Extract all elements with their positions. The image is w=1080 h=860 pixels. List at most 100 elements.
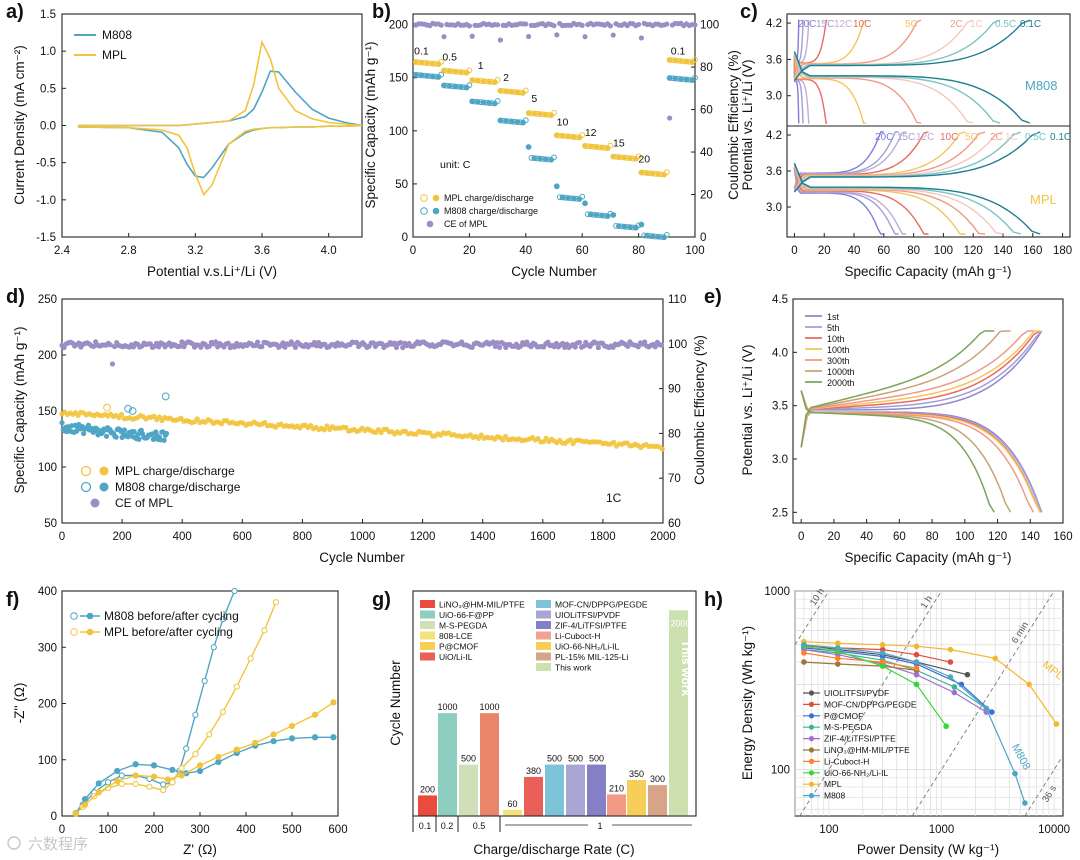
legend-f-m808-open [70, 612, 78, 620]
panel-b-ce-point [438, 22, 444, 28]
panel-g-bar-value: 500 [568, 754, 583, 764]
panel-c-xtick-label: 160 [1023, 245, 1042, 257]
panel-g-legend-swatch [420, 642, 435, 650]
panel-c-xtick-label: 120 [964, 245, 983, 257]
panel-a-xtick-label: 4.0 [321, 245, 337, 257]
panel-d-ce-point [398, 339, 404, 346]
panel-h-series-point [947, 674, 954, 680]
panel-f-point [272, 599, 279, 606]
panel-h-series-point [801, 641, 807, 648]
panel-d-ce-point [225, 340, 231, 346]
panel-a-ytick-label: -0.5 [36, 158, 56, 170]
panel-c-discharge-curve [793, 51, 1031, 124]
panel-c-ticks: 0 20 40 60 80 100 120 140 160 180 3.0 3.6 4.2 3.0 3.6 4… [766, 18, 1072, 257]
panel-b-m808-point [525, 144, 532, 150]
panel-d-ce-point [292, 344, 299, 350]
panel-f-point [233, 746, 240, 753]
panel-d-ytick-label: 50 [44, 518, 57, 530]
panel-d-xtick-label: 600 [233, 531, 252, 543]
panel-g-legend-swatch [420, 610, 435, 619]
panel-b-xlabel: Cycle Number [511, 264, 597, 279]
panel-e-charge-curve [800, 330, 1041, 448]
legend-d-ce: CE of MPL [115, 496, 173, 510]
panel-e-xtick-label: 60 [893, 531, 906, 543]
panel-f-xtick-label: 400 [236, 824, 255, 836]
panel-a-xtick-label: 3.6 [254, 245, 270, 257]
panel-g-legend-label: Li-Cuboct-H [555, 631, 600, 641]
panel-a-series-mpl [77, 39, 363, 197]
panel-g-legend-label: UiO-66-F@PP [439, 610, 494, 620]
panel-f-point [233, 683, 240, 690]
panel-f-curve [75, 701, 334, 815]
panel-b-ce-point [667, 115, 673, 121]
panel-h-legend-label: ZIF-4/LiTFSI/PTFE [824, 734, 896, 744]
panel-f-point [104, 779, 112, 786]
panel-c-xtick-label: 80 [907, 245, 920, 257]
panel-g-legend-label: M-S-PEGDA [439, 621, 488, 631]
panel-d-m808-point [163, 430, 170, 437]
panel-g-bar-value: 1000 [437, 702, 457, 712]
panel-c-xtick-label: 40 [848, 245, 861, 257]
panel-d-ytick-label: 250 [38, 294, 57, 306]
panel-d-m808-point [113, 434, 119, 440]
panel-h-legend-marker [808, 690, 815, 696]
panel-d-m808-point [131, 428, 137, 435]
panel-f-point [118, 772, 125, 779]
panel-e-xtick-label: 120 [988, 531, 1007, 543]
panel-c-xtick-label: 0 [791, 245, 797, 257]
panel-d-ce-point [259, 344, 265, 350]
panel-c-discharge-curve [793, 162, 1041, 235]
panel-a-xtick-label: 2.8 [121, 245, 137, 257]
panel-d-plot [59, 339, 665, 452]
panel-c-discharge-curve [793, 165, 966, 235]
panel-b-note: unit: C [440, 159, 471, 171]
panel-d-ce-point [179, 339, 185, 345]
legend-d-m808: M808 charge/discharge [115, 480, 241, 494]
panel-g-bar-value: 500 [461, 754, 476, 764]
panel-d-mpl-point [194, 416, 200, 422]
panel-h-series-point [835, 655, 841, 662]
legend-d-mpl-open [80, 465, 92, 477]
panel-f-point [132, 761, 139, 768]
panel-c-discharge-curve [793, 164, 1004, 235]
panel-b-rate-label: 15 [613, 138, 625, 150]
panel-f-point [118, 780, 125, 788]
panel-c-discharge-curve [793, 56, 804, 124]
panel-a-ytick-label: 0.0 [40, 121, 56, 133]
panel-h-series-point [879, 659, 886, 665]
panel-g-group-label: 0.1 [419, 821, 432, 831]
panel-f-point [178, 772, 185, 779]
legend-f-m808-filled [86, 612, 94, 620]
legend-b-m808-filled [432, 207, 440, 215]
panel-g-legend-swatch [536, 621, 551, 629]
panel-d-y2tick-label: 110 [668, 294, 686, 306]
panel-c-discharge-curve [793, 53, 922, 124]
panel-d-ticks: 0 200 400 600 800 1000 1200 1400 1600 1800 2000 50 1… [38, 294, 687, 543]
panel-b-ytick-label: 0 [402, 232, 408, 244]
panel-d-xtick-label: 1600 [530, 531, 556, 543]
panel-h-series-point [992, 655, 999, 662]
panel-b-rate-label: 12 [585, 127, 597, 139]
panel-f-point [150, 773, 158, 780]
legend-a-m808: M808 [102, 28, 132, 42]
panel-g-legend-swatch [536, 600, 551, 608]
panel-e-legend-label: 5th [827, 323, 840, 333]
panel-b-ce-point [554, 32, 560, 38]
panel-g-legend-label: LiNO₃@HM-MIL/PTFE [439, 600, 525, 610]
panel-b-ce-point [469, 33, 475, 39]
panel-b-mpl-point [551, 109, 557, 116]
panel-f-xtick-label: 0 [59, 824, 65, 836]
panel-h-series-point [913, 651, 920, 658]
panel-d-m808-point [136, 436, 142, 442]
panel-d-mpl-point [659, 446, 665, 452]
panel-f-xtick-label: 100 [98, 824, 117, 836]
panel-b-ce-point [523, 21, 529, 27]
panel-h-time-label: 6 min [1009, 620, 1031, 646]
panel-d-ce-point [107, 342, 113, 348]
panel-h-ytick-label: 1000 [764, 586, 790, 598]
panel-b-ce-point [497, 37, 504, 43]
panel-label-g: g) [372, 589, 391, 611]
